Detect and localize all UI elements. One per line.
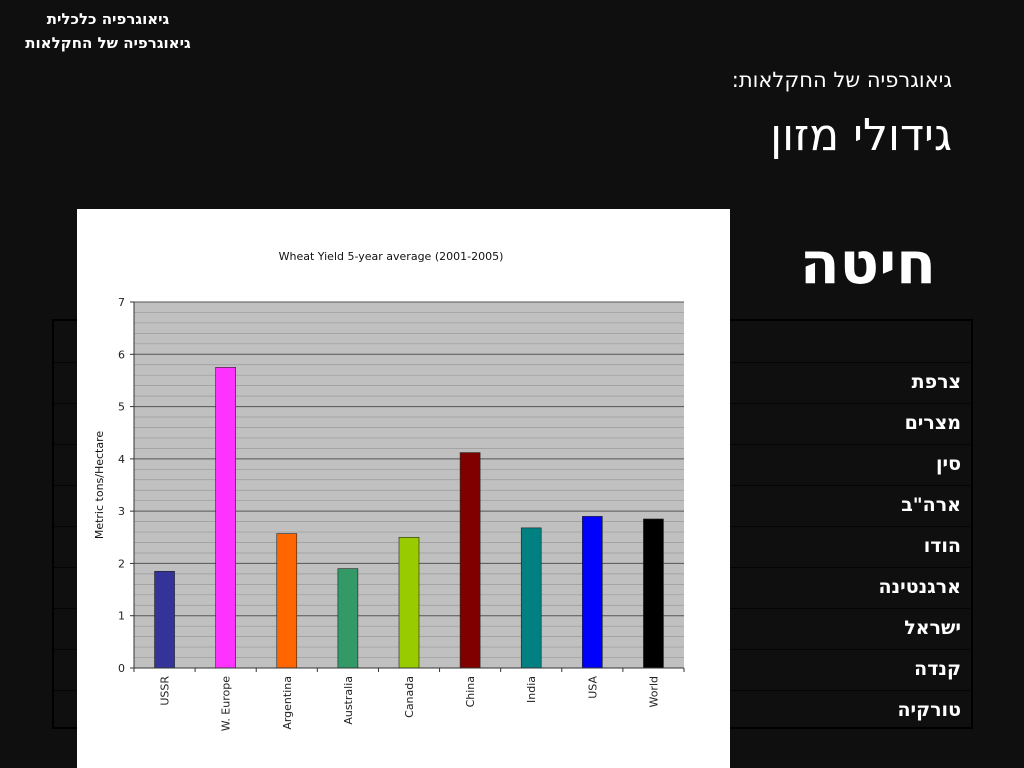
country-label: צרפת [911, 371, 961, 393]
x-tick-label: World [647, 676, 660, 708]
y-tick-label: 2 [118, 557, 125, 570]
bar-india [520, 527, 542, 669]
bar-australia [337, 568, 359, 669]
country-label: ארה"ב [901, 494, 961, 516]
x-tick-label: China [464, 676, 477, 707]
country-label: הודו [923, 535, 961, 557]
x-tick-label: USSR [159, 676, 172, 706]
x-tick-label: Canada [403, 676, 416, 718]
wheat-yield-chart: Wheat Yield 5-year average (2001-2005) 0… [77, 209, 730, 768]
country-label: טורקיה [897, 699, 961, 721]
country-label: קנדה [914, 658, 961, 680]
crop-title: חיטה [799, 229, 936, 297]
bar-ussr [154, 570, 175, 669]
country-label: סין [935, 453, 961, 475]
y-tick-label: 1 [118, 610, 125, 623]
bars [154, 367, 664, 669]
bar-argentina [276, 533, 298, 669]
axes [130, 302, 684, 672]
slide-kicker: גיאוגרפיה של החקלאות: [731, 68, 952, 92]
x-tick-label: W. Europe [220, 676, 233, 732]
y-tick-label: 6 [118, 348, 125, 361]
y-tick-label: 4 [118, 453, 125, 466]
bar-canada [398, 536, 420, 669]
y-tick-labels: 0 1 2 3 4 5 6 7 [118, 296, 134, 675]
y-tick-label: 5 [118, 401, 125, 414]
y-tick-label: 0 [118, 662, 125, 675]
chart-title: Wheat Yield 5-year average (2001-2005) [279, 250, 504, 263]
country-label: ישראל [904, 617, 961, 639]
y-tick-label: 7 [118, 296, 125, 309]
bar-usa [582, 516, 603, 669]
course-title: גיאוגרפיה כלכלית [46, 10, 170, 28]
course-header: גיאוגרפיה כלכלית גיאוגרפיה של החקלאות [10, 7, 206, 55]
x-tick-labels: USSR W. Europe Argentina Australia Canada Chi… [159, 668, 685, 732]
x-tick-label: USA [586, 676, 599, 699]
country-label: מצרים [904, 412, 961, 434]
x-tick-label: Argentina [281, 676, 294, 730]
y-axis-label: Metric tons/Hectare [93, 431, 106, 540]
x-tick-label: Australia [342, 676, 355, 725]
slide-title: גידולי מזון [770, 110, 952, 161]
bar-w-europe [215, 367, 236, 669]
bar-world [643, 518, 664, 669]
chart-canvas: Wheat Yield 5-year average (2001-2005) 0… [93, 250, 685, 732]
country-label: ארגנטינה [878, 576, 961, 598]
x-tick-label: India [525, 676, 538, 703]
y-tick-label: 3 [118, 505, 125, 518]
course-subtitle: גיאוגרפיה של החקלאות [25, 34, 191, 52]
bar-china [459, 452, 481, 669]
